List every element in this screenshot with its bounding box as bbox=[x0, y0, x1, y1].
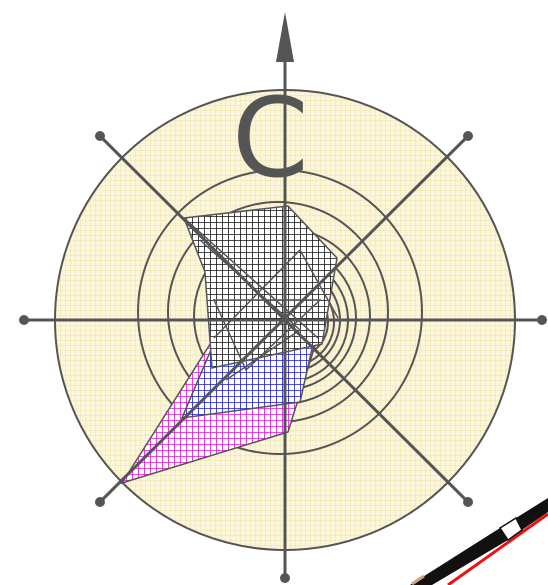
bolt-markers bbox=[19, 131, 547, 583]
bolt-marker-icon bbox=[463, 131, 473, 141]
bolt-marker-icon bbox=[463, 497, 473, 507]
bolt-marker-icon bbox=[95, 497, 105, 507]
north-arrow-icon bbox=[276, 12, 294, 62]
bolt-marker-icon bbox=[537, 315, 547, 325]
bolt-marker-icon bbox=[95, 131, 105, 141]
bolt-marker-icon bbox=[280, 573, 290, 583]
pencil-icon bbox=[410, 498, 548, 585]
compass-letter: C bbox=[232, 74, 309, 202]
compass-axes bbox=[22, 58, 544, 580]
bolt-marker-icon bbox=[19, 315, 29, 325]
